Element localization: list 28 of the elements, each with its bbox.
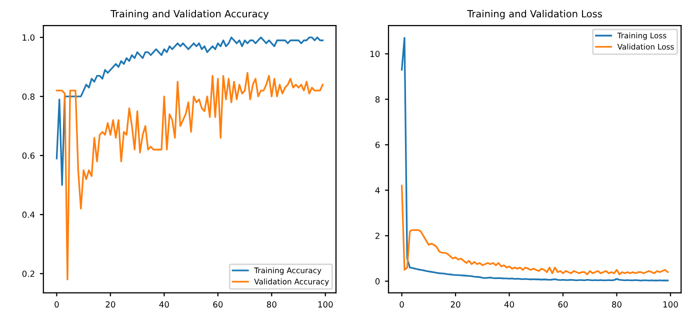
x-tick-label: 80: [612, 301, 622, 308]
chart-title: Training and Validation Accuracy: [110, 10, 269, 20]
y-tick-label: 10: [370, 50, 380, 58]
y-tick-label: 0.4: [22, 212, 35, 218]
line-series: [56, 72, 324, 280]
y-tick-label: 2: [375, 232, 380, 239]
chart-title: Training and Validation Loss: [467, 10, 602, 20]
y-tick-label: 8: [375, 96, 380, 103]
x-tick-label: 80: [266, 301, 276, 308]
y-tick-label: 0: [375, 278, 380, 284]
y-tick-label: 6: [375, 142, 380, 148]
y-tick-label: 0.2: [22, 270, 34, 277]
x-tick-label: 60: [558, 301, 568, 308]
x-tick-label: 40: [159, 301, 169, 308]
y-tick-label: 1.0: [22, 34, 35, 41]
x-tick-label: 0: [400, 301, 404, 308]
y-tick-label: 0.8: [22, 93, 34, 100]
x-tick-label: 100: [663, 301, 678, 308]
y-tick-label: 4: [375, 187, 380, 194]
x-tick-label: 60: [213, 301, 223, 308]
x-tick-label: 40: [504, 301, 514, 308]
x-tick-label: 0: [54, 301, 59, 308]
x-tick-label: 100: [318, 301, 333, 308]
line-series: [400, 184, 669, 276]
y-tick-label: 0.6: [22, 152, 35, 159]
x-tick-label: 20: [450, 301, 460, 308]
line-series: [56, 36, 324, 186]
x-tick-label: 20: [106, 301, 116, 308]
